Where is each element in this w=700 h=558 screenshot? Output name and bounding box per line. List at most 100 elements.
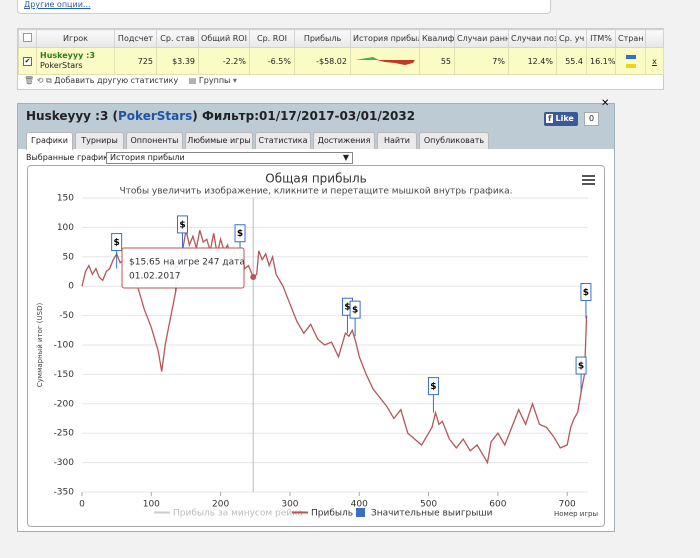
like-button[interactable]: f Like bbox=[544, 112, 578, 126]
y-tick-label: -100 bbox=[54, 341, 75, 351]
y-tick-label: -50 bbox=[59, 311, 74, 321]
hover-point bbox=[250, 273, 257, 280]
stats-grid: Игрок Подсчет Ср. став Общий ROI Ср. ROI… bbox=[17, 28, 664, 90]
flag-label: $ bbox=[344, 303, 350, 313]
flag-label: $ bbox=[583, 288, 589, 298]
cell: 12.4% bbox=[508, 47, 557, 75]
add-stat-button[interactable]: Добавить другую статистику bbox=[54, 76, 179, 85]
flag-label: $ bbox=[237, 229, 243, 239]
x-tick-label: 100 bbox=[143, 500, 160, 510]
cell: $3.39 bbox=[156, 47, 199, 75]
close-button[interactable]: ✕ bbox=[601, 98, 610, 109]
x-tick-label: 700 bbox=[559, 500, 576, 510]
y-tick-label: -200 bbox=[54, 399, 75, 409]
tooltip-box bbox=[121, 247, 245, 289]
win-flag bbox=[234, 224, 246, 243]
chart-title: Общая прибыль bbox=[265, 172, 366, 186]
x-tick-label: 300 bbox=[281, 500, 298, 510]
more-options-link[interactable]: Другие опции... bbox=[24, 0, 91, 9]
tab-bar: Графики Турниры Оппоненты Любимые игры Стати… bbox=[18, 129, 614, 150]
win-flag bbox=[349, 300, 361, 319]
header-cell[interactable]: Стран bbox=[615, 29, 646, 48]
legend-swatch bbox=[356, 508, 365, 517]
flag-label: $ bbox=[114, 238, 120, 248]
x-axis-title: Номер игры bbox=[554, 510, 598, 518]
tab[interactable]: Достижения bbox=[313, 132, 375, 149]
tab[interactable]: Опубликовать bbox=[419, 132, 489, 149]
flag-label: $ bbox=[578, 362, 584, 372]
title-player: Huskeyyy :3 bbox=[26, 109, 109, 123]
tab[interactable]: Любимые игры bbox=[185, 132, 253, 149]
row-checkbox[interactable]: ✔ bbox=[18, 47, 37, 75]
tab[interactable]: Найти bbox=[377, 132, 417, 149]
y-tick-label: 50 bbox=[63, 252, 75, 262]
header-cell[interactable]: История прибыл bbox=[350, 29, 420, 48]
header-cell[interactable]: Случаи ранн bbox=[454, 29, 509, 48]
like-label: Like bbox=[555, 114, 574, 123]
flag-label: $ bbox=[179, 220, 185, 230]
chart: Общая прибыль Чтобы увеличить изображени… bbox=[36, 172, 598, 519]
y-tick-label: 0 bbox=[68, 282, 74, 292]
tab[interactable]: Статистика bbox=[255, 132, 311, 149]
y-tick-label: -150 bbox=[54, 370, 75, 380]
stats-table: Игрок Подсчет Ср. став Общий ROI Ср. ROI… bbox=[18, 29, 664, 75]
menu-button[interactable] bbox=[582, 175, 595, 185]
selector-value: История прибыли bbox=[110, 153, 185, 162]
header-cell[interactable]: Общий ROI bbox=[198, 29, 250, 48]
remove-button[interactable]: x bbox=[645, 47, 664, 75]
sparkline-cell bbox=[350, 47, 420, 75]
cell: 55 bbox=[419, 47, 455, 75]
legend-label[interactable]: Прибыль bbox=[311, 509, 353, 519]
cell: -2.2% bbox=[198, 47, 250, 75]
y-axis-title: Суммарный итог (USD) bbox=[36, 303, 44, 388]
win-flag bbox=[111, 233, 123, 252]
header-cell[interactable]: Прибыль bbox=[294, 29, 351, 48]
header-cell[interactable]: ITM% bbox=[586, 29, 616, 48]
win-flag bbox=[580, 283, 592, 302]
cell: 55.4 bbox=[556, 47, 587, 75]
x-tick-label: 600 bbox=[489, 500, 506, 510]
title-filter: Фильтр:01/17/2017-03/01/2032 bbox=[201, 109, 416, 123]
options-panel: Другие опции... bbox=[17, 0, 551, 14]
groups-button[interactable]: Группы bbox=[198, 76, 231, 85]
win-flag bbox=[427, 377, 439, 396]
legend-label[interactable]: Прибыль за минусом рейка bbox=[173, 509, 303, 519]
legend-label[interactable]: Значительные выигрыши bbox=[371, 509, 493, 519]
y-tick-label: -250 bbox=[54, 429, 75, 439]
site-name: PokerStars bbox=[40, 61, 83, 70]
header-cell bbox=[18, 29, 37, 48]
win-flag bbox=[575, 356, 587, 375]
grid-toolbar: 🗑 ⟲ ⧉ Добавить другую статистику ▤ Групп… bbox=[24, 76, 237, 85]
y-tick-label: 100 bbox=[57, 223, 74, 233]
tab[interactable]: Турниры bbox=[75, 132, 124, 149]
profit-line bbox=[81, 230, 588, 465]
win-flag bbox=[177, 215, 189, 234]
header-cell[interactable]: Случаи поз bbox=[508, 29, 557, 48]
x-tick-label: 0 bbox=[79, 500, 85, 510]
cell: 7% bbox=[454, 47, 509, 75]
window-title: Huskeyyy :3 (PokerStars) Фильтр:01/17/20… bbox=[18, 98, 614, 129]
tab[interactable]: Оппоненты bbox=[126, 132, 183, 149]
header-cell[interactable]: Квалиф bbox=[419, 29, 455, 48]
chart-subtitle: Чтобы увеличить изображение, кликните и … bbox=[119, 187, 512, 197]
cell: -6.5% bbox=[249, 47, 295, 75]
x-tick-label: 200 bbox=[212, 500, 229, 510]
y-tick-label: 150 bbox=[57, 194, 74, 204]
tooltip-line: $15.65 на игре 247 дата bbox=[129, 258, 245, 268]
header-cell[interactable]: Ср. ROI bbox=[249, 29, 295, 48]
header-cell[interactable]: Ср. став bbox=[156, 29, 199, 48]
header-cell[interactable]: Ср. уч bbox=[556, 29, 587, 48]
chart-selector[interactable]: История прибыли ▼ bbox=[106, 152, 353, 164]
tab[interactable]: Графики bbox=[26, 132, 73, 150]
y-tick-label: -350 bbox=[54, 488, 75, 498]
header-cell[interactable]: Игрок bbox=[36, 29, 115, 48]
title-site[interactable]: PokerStars bbox=[118, 109, 193, 123]
flag-label: $ bbox=[430, 382, 436, 392]
cell: 16.1% bbox=[586, 47, 616, 75]
player-name[interactable]: Huskeyyy :3 bbox=[40, 51, 95, 60]
header-cell[interactable]: Подсчет bbox=[114, 29, 157, 48]
x-tick-label: 500 bbox=[420, 500, 437, 510]
y-tick-label: -300 bbox=[54, 458, 75, 468]
flag-cell bbox=[615, 47, 646, 75]
